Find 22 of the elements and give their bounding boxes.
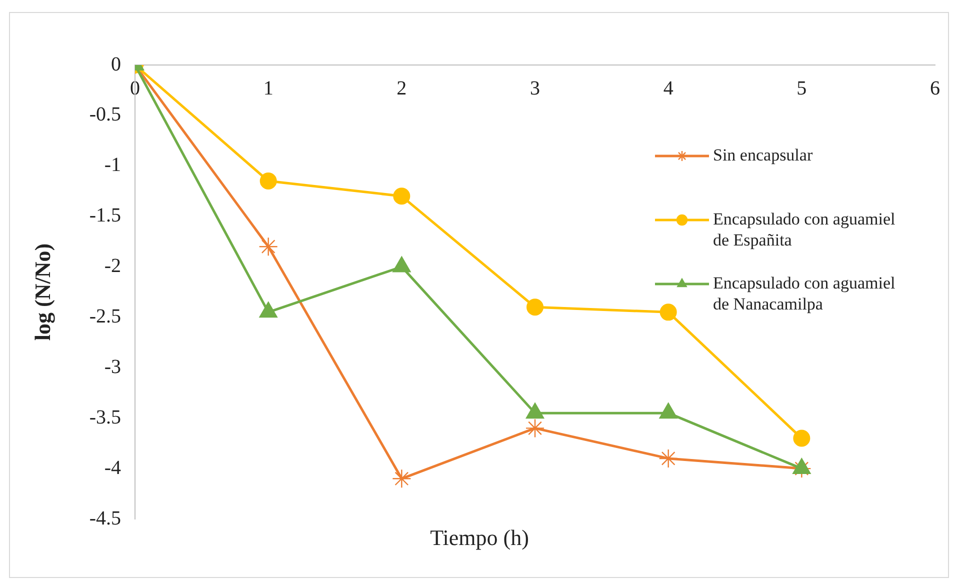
y-tick-label: -0.5 [89, 104, 121, 126]
x-tick-label: 0 [130, 77, 140, 100]
y-tick-label: -3.5 [89, 406, 121, 428]
x-tick-label: 5 [796, 77, 807, 100]
y-tick-label: -3 [104, 356, 121, 378]
y-tick-label: -1 [104, 154, 121, 176]
x-tick-label: 4 [663, 77, 674, 100]
x-axis-title: Tiempo (h) [430, 525, 529, 550]
y-tick-label: -4 [104, 456, 121, 479]
legend-label: Sin encapsular [713, 145, 813, 164]
y-tick-label: -4.5 [89, 507, 121, 530]
x-tick-label: 2 [396, 77, 407, 100]
legend-label: Encapsulado con aguamiel de Españita [713, 209, 896, 250]
legend-label: Encapsulado con aguamiel de Nanacamilpa [713, 273, 896, 314]
y-tick-label: -2.5 [89, 305, 121, 328]
y-axis-title: log (N/No) [30, 243, 56, 341]
x-tick-label: 1 [263, 77, 274, 100]
x-tick-label: 6 [930, 77, 940, 100]
y-tick-label: 0 [111, 53, 121, 76]
y-tick-label: -1.5 [89, 204, 121, 227]
y-tick-label: -2 [104, 255, 121, 278]
x-tick-label: 3 [530, 77, 540, 100]
